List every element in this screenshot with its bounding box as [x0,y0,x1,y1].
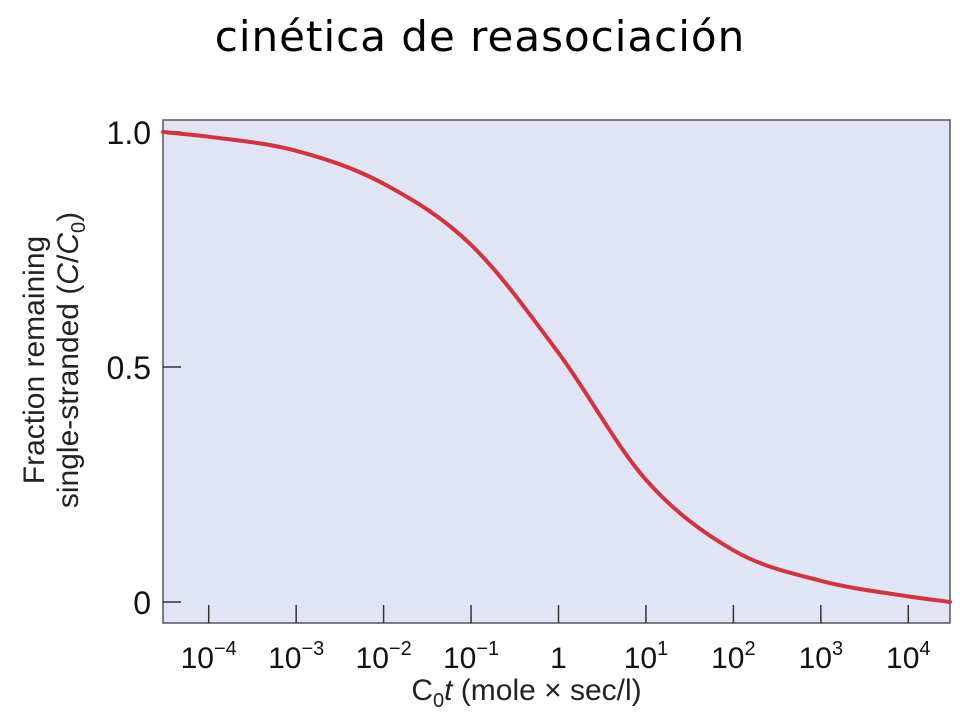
x-tick-label: 104 [886,638,931,675]
x-axis-label: C0t (mole × sec/l) [411,674,641,712]
plot-area [162,119,951,624]
y-axis: 1.0 0.5 0 [107,115,181,621]
x-tick-label: 10−4 [181,638,237,675]
series-line [161,130,952,604]
x-tick-label: 103 [799,638,844,675]
y-axis-label-line1: Fraction remaining [18,236,51,484]
x-tick-label: 101 [624,638,669,675]
y-tick-label: 1.0 [107,115,151,151]
x-tick-label: 10−3 [268,638,324,675]
x-tick-label: 1 [550,642,567,675]
x-tick-label: 10−2 [356,638,412,675]
y-tick-label: 0 [133,585,151,621]
x-tick-label: 10−1 [443,638,499,675]
y-axis-label-line2: single-stranded (C/C0) [52,212,90,508]
page-title: cinética de reasociación [214,12,746,61]
x-axis: 10−4 10−3 10−2 10−1 1 101 102 103 104 [181,605,931,675]
y-tick-label: 0.5 [107,350,151,386]
x-tick-label: 102 [711,638,756,675]
